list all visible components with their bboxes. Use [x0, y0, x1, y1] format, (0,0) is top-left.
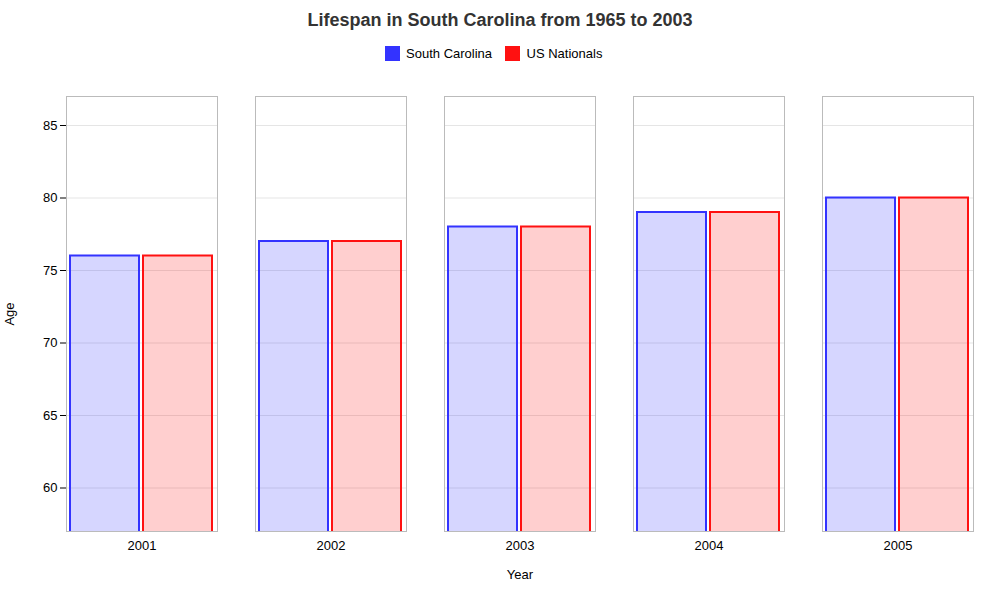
- svg-text:65: 65: [43, 407, 57, 422]
- svg-text:70: 70: [43, 335, 57, 350]
- svg-text:60: 60: [43, 480, 57, 495]
- html-text:US Nationals: US Nationals: [526, 46, 603, 61]
- svg-text:75: 75: [43, 262, 57, 277]
- svg-text:2003: 2003: [506, 537, 535, 552]
- svg-text:2002: 2002: [317, 537, 346, 552]
- svg-text:80: 80: [43, 190, 57, 205]
- svg-text:85: 85: [43, 117, 57, 132]
- svg-text:2001: 2001: [128, 537, 157, 552]
- html-text:Lifespan in South Carolina fro: Lifespan in South Carolina from 1965 to …: [307, 10, 693, 30]
- html-text:South Carolina: South Carolina: [406, 46, 493, 61]
- svg-text:2004: 2004: [695, 537, 724, 552]
- svg-text:Age: Age: [2, 302, 17, 325]
- svg-text:Year: Year: [507, 566, 534, 581]
- svg-text:2005: 2005: [884, 537, 913, 552]
